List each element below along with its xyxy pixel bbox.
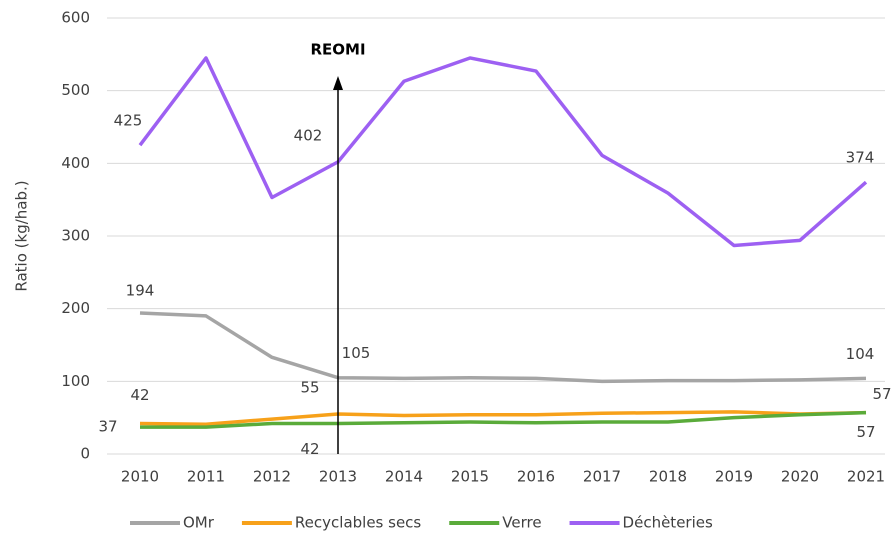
annotation: REOMI (310, 41, 365, 59)
legend-label: Déchèteries (623, 514, 713, 532)
y-tick-label: 0 (80, 445, 90, 463)
y-axis-label: Ratio (kg/hab.) (13, 180, 31, 291)
x-tick-label: 2013 (319, 468, 357, 486)
y-tick-label: 200 (61, 299, 90, 317)
y-tick-label: 500 (61, 81, 90, 99)
data-label: 402 (294, 126, 323, 144)
legend-label: Recyclables secs (295, 514, 421, 532)
line-series (139, 311, 867, 384)
x-tick-label: 2010 (121, 468, 159, 486)
data-label: 57 (872, 385, 891, 403)
x-tick-label: 2017 (583, 468, 621, 486)
data-label: 104 (846, 345, 875, 363)
data-label: 194 (126, 282, 155, 300)
legend-label: OMr (183, 514, 215, 532)
arrow-head (333, 76, 343, 90)
y-tick-label: 300 (61, 227, 90, 245)
line-series (140, 410, 867, 429)
data-label: 42 (130, 386, 149, 404)
data-label: 374 (846, 149, 875, 167)
x-tick-label: 2015 (451, 468, 489, 486)
x-tick-label: 2020 (781, 468, 819, 486)
y-tick-label: 600 (61, 9, 90, 27)
x-tick-label: 2014 (385, 468, 423, 486)
data-label: 37 (98, 418, 117, 436)
x-tick-label: 2012 (253, 468, 291, 486)
data-label: 42 (300, 440, 319, 458)
x-tick-label: 2011 (187, 468, 225, 486)
data-label: 425 (114, 112, 143, 130)
y-tick-label: 400 (61, 154, 90, 172)
legend-label: Verre (502, 514, 541, 532)
x-tick-label: 2021 (847, 468, 885, 486)
y-tick-label: 100 (61, 372, 90, 390)
x-tick-label: 2019 (715, 468, 753, 486)
line-series (139, 410, 867, 426)
data-label: 105 (342, 344, 371, 362)
line-series (138, 56, 868, 248)
data-label: 55 (300, 379, 319, 397)
x-tick-label: 2016 (517, 468, 555, 486)
data-label: 57 (856, 423, 875, 441)
x-tick-label: 2018 (649, 468, 687, 486)
